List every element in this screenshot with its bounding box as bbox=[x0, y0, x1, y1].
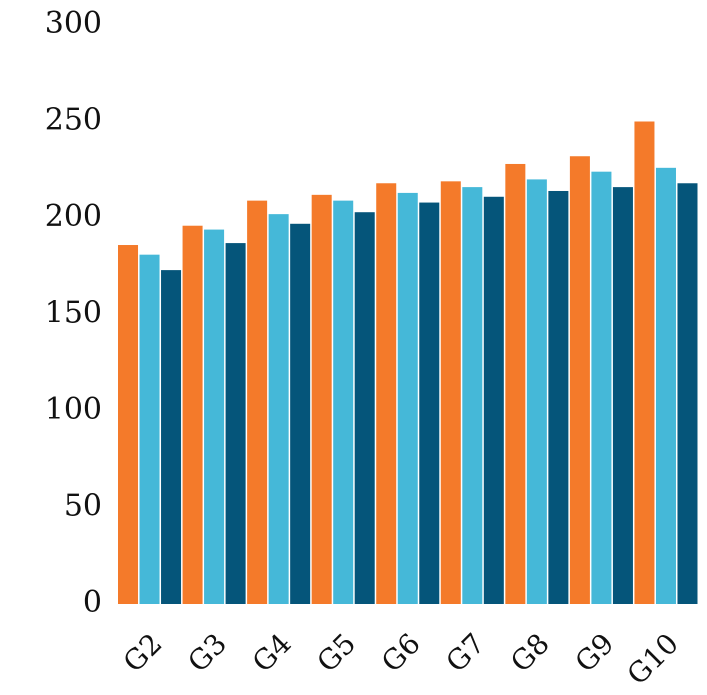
bar-g4-series-3 bbox=[290, 223, 311, 605]
bar-g2-series-2 bbox=[139, 254, 160, 605]
x-category-label: G7 bbox=[440, 627, 492, 679]
bar-g5-series-1 bbox=[311, 194, 332, 604]
bar-g8-series-2 bbox=[526, 179, 547, 604]
y-tick-label: 200 bbox=[45, 199, 102, 234]
x-category-label: G10 bbox=[621, 627, 685, 691]
x-axis: G2 G3 G4 G5 G6 G7 G8 G9 G10 bbox=[117, 627, 685, 691]
y-tick-label: 300 bbox=[45, 6, 102, 41]
x-category-label: G2 bbox=[117, 627, 169, 679]
bar-g4-series-2 bbox=[268, 214, 289, 604]
bar-g3-series-2 bbox=[204, 229, 225, 604]
x-category-label: G4 bbox=[246, 627, 298, 679]
y-tick-label: 0 bbox=[83, 585, 102, 620]
y-tick-label: 100 bbox=[45, 392, 102, 427]
bar-g10-series-1 bbox=[634, 121, 655, 604]
bar-g2-series-3 bbox=[161, 270, 182, 604]
bar-g8-series-1 bbox=[505, 163, 526, 604]
bar-g7-series-2 bbox=[462, 187, 483, 604]
bar-g10-series-3 bbox=[677, 183, 698, 604]
bar-g2-series-1 bbox=[118, 245, 139, 604]
x-category-label: G5 bbox=[310, 627, 362, 679]
y-tick-label: 250 bbox=[45, 103, 102, 138]
bar-g4-series-1 bbox=[247, 200, 268, 604]
y-tick-label: 50 bbox=[64, 489, 102, 524]
bar-series-group bbox=[118, 121, 698, 605]
bar-g3-series-3 bbox=[225, 243, 246, 604]
bar-g8-series-3 bbox=[548, 190, 569, 605]
x-category-label: G6 bbox=[375, 627, 427, 679]
bar-g6-series-2 bbox=[397, 192, 418, 604]
bar-g3-series-1 bbox=[182, 225, 203, 604]
x-category-label: G3 bbox=[181, 627, 233, 679]
y-axis: 0 50 100 150 200 250 300 bbox=[45, 6, 102, 620]
bar-g10-series-2 bbox=[655, 167, 676, 604]
bar-g9-series-3 bbox=[612, 187, 633, 604]
x-category-label: G8 bbox=[504, 627, 556, 679]
bar-g9-series-1 bbox=[569, 156, 590, 605]
bar-g6-series-1 bbox=[376, 183, 397, 604]
bar-g9-series-2 bbox=[591, 171, 612, 604]
bar-g7-series-3 bbox=[483, 196, 504, 604]
y-tick-label: 150 bbox=[45, 296, 102, 331]
bar-g7-series-1 bbox=[440, 181, 461, 604]
bar-g5-series-2 bbox=[333, 200, 354, 604]
x-category-label: G9 bbox=[569, 627, 621, 679]
bar-g5-series-3 bbox=[354, 212, 375, 604]
bar-g6-series-3 bbox=[419, 202, 440, 604]
